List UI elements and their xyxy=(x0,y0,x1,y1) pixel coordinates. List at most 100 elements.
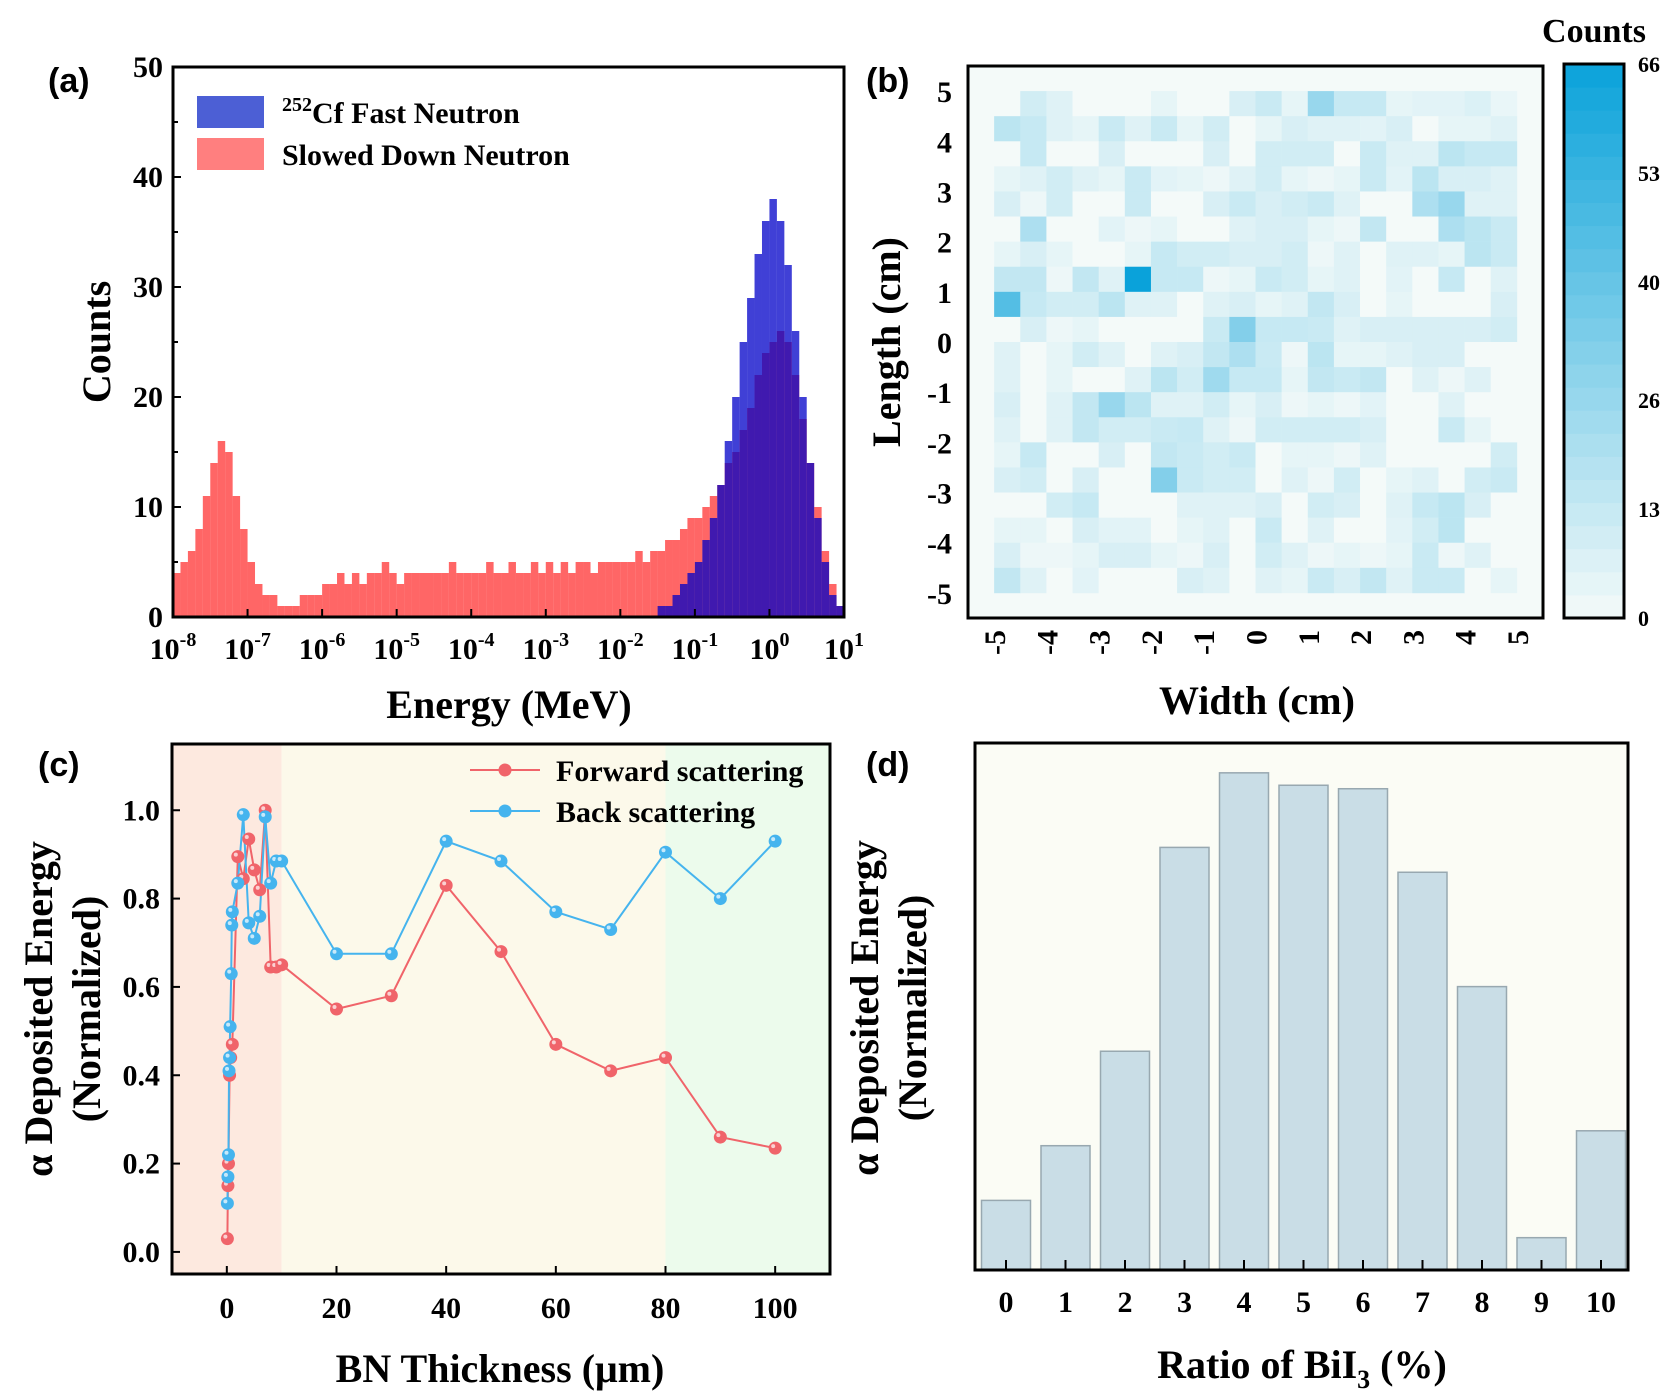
histogram-bar xyxy=(754,254,762,617)
colorbar-frame xyxy=(1562,62,1626,620)
heatmap-cell xyxy=(1177,567,1204,594)
histogram-bar xyxy=(456,573,464,617)
histogram-bar xyxy=(523,573,531,617)
heatmap-cell xyxy=(994,191,1021,217)
histogram-bar xyxy=(530,562,539,617)
heatmap-cell xyxy=(1464,467,1492,493)
heatmap-cell xyxy=(1046,116,1073,142)
data-point xyxy=(221,1170,235,1184)
heatmap-cell xyxy=(1490,191,1518,217)
heatmap-cell xyxy=(1412,241,1439,268)
y-tick-label: 5 xyxy=(937,76,952,109)
heatmap-cell xyxy=(1150,342,1178,368)
heatmap-cell xyxy=(1046,291,1073,318)
y-tick-label: 0 xyxy=(937,327,952,360)
histogram-bar xyxy=(605,562,613,617)
colorbar-step xyxy=(1564,179,1624,203)
heatmap-cell xyxy=(1229,91,1256,117)
histogram-bar xyxy=(702,540,710,617)
heatmap-cell xyxy=(1464,417,1492,443)
heatmap-cell xyxy=(1386,116,1413,142)
heatmap-cell xyxy=(1490,316,1518,343)
legend-label-slowed-neutron: Slowed Down Neutron xyxy=(282,139,570,172)
heatmap-cell xyxy=(1464,191,1492,217)
data-point xyxy=(439,878,453,892)
heatmap-cell xyxy=(1046,567,1073,594)
colorbar-step xyxy=(1564,271,1624,296)
heatmap-cell xyxy=(1098,191,1126,217)
heatmap-cell xyxy=(1490,392,1518,418)
heatmap-cell xyxy=(1464,266,1492,293)
heatmap-cell xyxy=(1255,567,1282,594)
heatmap-cell xyxy=(1255,141,1282,167)
heatmap-cell xyxy=(1124,492,1152,518)
heatmap-cell xyxy=(1333,467,1361,493)
heatmap-cell xyxy=(1046,266,1073,293)
data-point-highlight xyxy=(442,881,447,886)
heatmap-cell xyxy=(1360,567,1387,594)
heatmap-cell xyxy=(1072,367,1099,393)
x-title-tail: (%) xyxy=(1370,1342,1447,1387)
data-point xyxy=(604,923,618,936)
heatmap-cell xyxy=(994,567,1021,594)
heatmap-cell xyxy=(1203,191,1230,217)
legend-label-forward: Forward scattering xyxy=(556,755,803,788)
x-tick-base: 10 xyxy=(672,633,702,666)
y-tick-label: 0 xyxy=(148,601,163,634)
histogram-bar xyxy=(590,573,598,617)
data-point xyxy=(242,916,256,930)
heatmap-cell xyxy=(1307,392,1335,418)
data-point-highlight xyxy=(225,1066,230,1071)
heatmap-cell xyxy=(1072,191,1099,217)
heatmap-cell xyxy=(1438,241,1465,268)
heatmap-cell xyxy=(1386,166,1413,192)
heatmap-cell xyxy=(1098,216,1126,242)
bars xyxy=(980,772,1627,1271)
heatmap-cell xyxy=(1281,116,1309,142)
heatmap-cell xyxy=(1360,342,1387,368)
heatmap-cell xyxy=(1150,116,1178,142)
data-point-highlight xyxy=(255,885,260,890)
histogram-bar xyxy=(448,562,457,617)
histogram-bar xyxy=(635,551,643,617)
heatmap-cell xyxy=(1229,367,1256,393)
histogram-bar xyxy=(284,606,293,617)
y-axis-title-line2: (Normalized) xyxy=(64,896,109,1123)
heatmap-cell xyxy=(1412,216,1439,242)
heatmap-cell xyxy=(1150,191,1178,217)
data-point xyxy=(330,947,343,961)
data-point-highlight xyxy=(223,1199,228,1204)
heatmap-cell xyxy=(1307,342,1335,368)
heatmap-cell xyxy=(1020,367,1047,393)
heatmap-cell xyxy=(1307,417,1335,443)
heatmap-cell xyxy=(1281,367,1309,393)
heatmap-cell xyxy=(1281,141,1309,167)
heatmap-cell xyxy=(1438,517,1465,544)
legend-marker xyxy=(498,763,512,777)
x-axis-title: BN Thickness (μm) xyxy=(336,1346,665,1391)
heatmap-cell xyxy=(1124,542,1152,569)
heatmap-cell xyxy=(1438,342,1465,368)
heatmap-cell xyxy=(1386,417,1413,443)
heatmap-cell xyxy=(1333,517,1361,544)
x-tick-exponent: -1 xyxy=(702,629,719,651)
y-tick-label: -2 xyxy=(927,427,952,460)
heatmap-cell xyxy=(1281,91,1309,117)
heatmap-cell xyxy=(1020,91,1047,117)
heatmap-cell xyxy=(1281,191,1309,217)
heatmap-cell xyxy=(1150,417,1178,443)
colorbar-step xyxy=(1564,548,1624,573)
heatmap-cell xyxy=(1150,266,1178,293)
x-tick-exponent: -5 xyxy=(403,629,420,651)
x-tick-label: -5 xyxy=(979,630,1012,655)
axis-ticks: 0 1 2 3 4 5 6 7 8 9 10 xyxy=(999,1260,1616,1319)
data-point xyxy=(264,876,278,890)
histogram-bar xyxy=(709,518,718,617)
histogram-bar xyxy=(560,562,569,617)
colorbar-step xyxy=(1564,64,1624,88)
x-tick-label: 10-5 xyxy=(373,629,420,666)
heatmap-cell xyxy=(1046,91,1073,117)
data-point xyxy=(659,1051,672,1065)
heatmap-cell xyxy=(1490,91,1518,117)
heatmap-cell xyxy=(1412,567,1439,594)
